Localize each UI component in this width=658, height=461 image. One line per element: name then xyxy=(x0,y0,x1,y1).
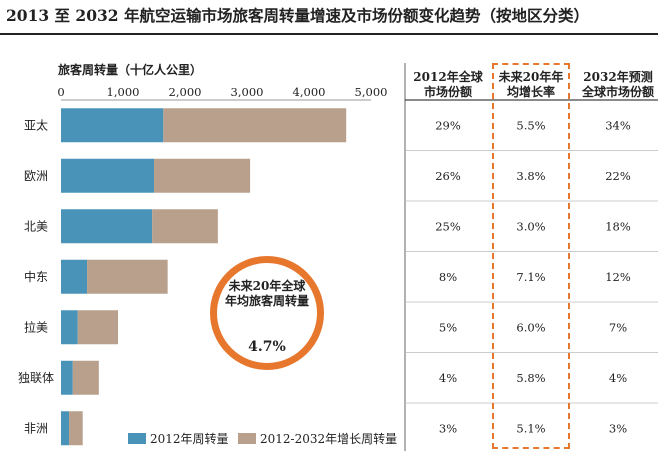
table-cell: 3% xyxy=(439,421,457,435)
table-cell: 5.5% xyxy=(516,118,545,132)
bar-growth xyxy=(152,209,218,244)
global-growth-callout: 未来20年全球年均旅客周转量 4.7% xyxy=(210,256,324,370)
x-tick-label: 5,000 xyxy=(355,85,388,99)
table-cell: 26% xyxy=(435,169,461,183)
table-cell: 34% xyxy=(605,118,631,132)
table-cell: 18% xyxy=(605,219,631,233)
bar-growth xyxy=(87,259,168,294)
bar-2012 xyxy=(61,360,73,395)
x-axis-title: 旅客周转量（十亿人公里） xyxy=(58,63,203,77)
table-cell: 25% xyxy=(435,219,461,233)
table-cell: 7% xyxy=(609,320,627,334)
bar-growth xyxy=(163,108,347,143)
bar-2012 xyxy=(61,411,70,446)
category-label: 欧洲 xyxy=(24,169,48,183)
legend-item-2012: 2012年周转量 xyxy=(128,430,229,447)
category-label: 拉美 xyxy=(24,319,48,334)
x-tick-label: 4,000 xyxy=(293,85,326,99)
category-label: 中东 xyxy=(24,269,48,284)
x-tick-label: 1,000 xyxy=(107,85,140,99)
table-cell: 5% xyxy=(439,320,457,334)
callout-value: 4.7% xyxy=(248,339,286,355)
table-cell: 3% xyxy=(609,421,627,435)
legend-item-growth: 2012-2032年增长周转量 xyxy=(238,430,397,447)
table-cell: 3.8% xyxy=(516,169,545,183)
legend-label-2012: 2012年周转量 xyxy=(150,432,229,446)
table-cell: 29% xyxy=(435,118,461,132)
bar-2012 xyxy=(61,259,88,294)
legend-swatch-growth xyxy=(238,433,256,444)
x-tick-label: 2,000 xyxy=(169,85,202,99)
category-label: 非洲 xyxy=(24,421,48,435)
table-header-share-2032: 2032年预测全球市场份额 xyxy=(581,70,654,99)
table-header-growth-rate: 未来20年年均增长率 xyxy=(498,70,564,99)
table-cell: 5.1% xyxy=(516,421,545,435)
table-cell: 8% xyxy=(439,270,457,284)
legend-label-growth: 2012-2032年增长周转量 xyxy=(260,432,398,446)
category-label: 北美 xyxy=(24,219,48,233)
bar-growth xyxy=(154,158,251,193)
bar-2012 xyxy=(61,108,164,143)
bar-2012 xyxy=(61,209,153,244)
chart-title: 2013 至 2032 年航空运输市场旅客周转量增速及市场份额变化趋势（按地区分… xyxy=(6,6,589,25)
table-cell: 5.8% xyxy=(516,371,545,385)
table-cell: 6.0% xyxy=(516,320,545,334)
category-label: 独联体 xyxy=(18,371,54,385)
table-cell: 12% xyxy=(605,270,631,284)
bar-2012 xyxy=(61,310,78,345)
table-cell: 22% xyxy=(605,169,631,183)
table-cell: 7.1% xyxy=(516,270,545,284)
bar-2012 xyxy=(61,158,154,193)
legend-swatch-2012 xyxy=(128,433,146,444)
table-header-share-2012: 2012年全球市场份额 xyxy=(413,70,483,99)
bar-growth xyxy=(77,310,119,345)
bar-growth xyxy=(69,411,83,446)
table-cell: 4% xyxy=(439,371,457,385)
x-tick-label: 3,000 xyxy=(231,85,264,99)
category-label: 亚太 xyxy=(24,117,48,132)
table-cell: 3.0% xyxy=(516,219,545,233)
title-divider xyxy=(0,33,658,35)
x-tick-label: 0 xyxy=(57,85,64,99)
callout-label: 未来20年全球年均旅客周转量 xyxy=(225,279,310,308)
bar-growth xyxy=(72,360,99,395)
table-cell: 4% xyxy=(609,371,627,385)
growth-rate-highlight-box xyxy=(492,63,570,449)
